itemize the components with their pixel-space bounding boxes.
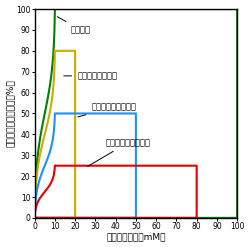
Text: 過塗素酸: 過塗素酸 (57, 17, 91, 34)
X-axis label: 対イオン濃度（mM）: 対イオン濃度（mM） (106, 232, 166, 242)
Text: オクタンスルホン酸: オクタンスルホン酸 (78, 103, 136, 117)
Text: デカンスルホン酸: デカンスルホン酸 (64, 71, 117, 80)
Text: ヘキサンスルホン酸: ヘキサンスルホン酸 (88, 138, 150, 166)
Y-axis label: アセトニトリル濃度（%）: アセトニトリル濃度（%） (6, 80, 15, 147)
